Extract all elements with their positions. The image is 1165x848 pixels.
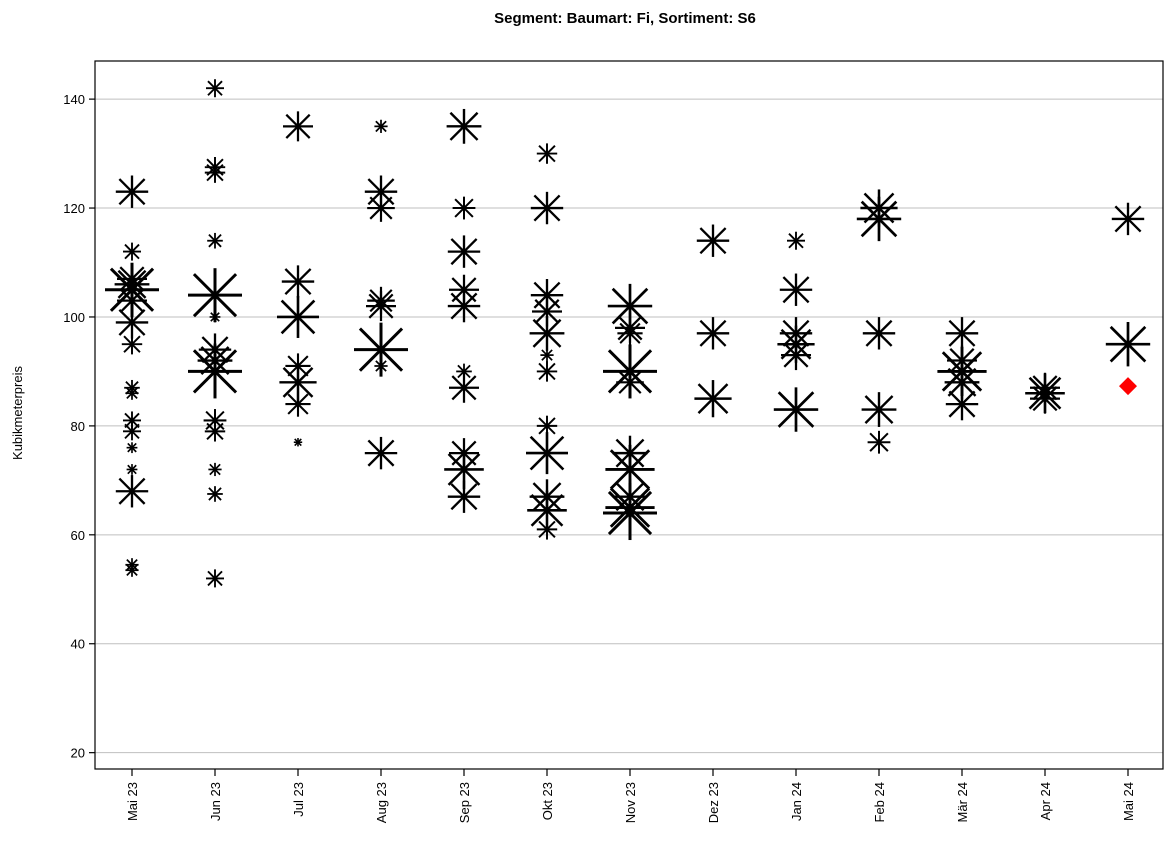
data-point [856,196,902,242]
data-point [207,232,223,249]
data-point [115,306,149,339]
data-point [449,372,479,403]
data-point [945,317,979,350]
data-point [529,315,565,351]
data-point [526,432,568,475]
x-tick-label: Aug 23 [374,782,389,823]
y-axis: 20 40 60 80 100 120 140 [63,92,95,761]
data-point [694,380,732,418]
data-point [209,311,221,323]
plot-frame [94,60,1164,770]
data-point [617,320,643,346]
data-point [603,486,657,541]
gridlines [95,98,1163,754]
data-point [862,317,896,350]
data-point [204,421,226,442]
x-tick-label: Apr 24 [1038,782,1053,820]
data-point [293,438,303,447]
data-point [452,196,476,220]
data-point [277,295,319,338]
x-tick-label: Jul 23 [291,782,306,817]
data-point [117,285,147,316]
x-tick-label: Dez 23 [706,782,721,823]
data-point [945,387,979,421]
data-point [447,480,481,513]
data-point [208,462,222,477]
data-points [105,79,1151,588]
data-point [1030,383,1060,414]
data-point [1111,202,1145,236]
x-tick-label: Feb 24 [872,782,887,822]
y-tick-label: 40 [71,637,85,652]
data-point [123,422,141,441]
x-tick-label: Mai 23 [125,782,140,821]
data-point [773,387,819,432]
x-tick-label: Jun 23 [208,782,223,821]
data-point [283,111,313,142]
data-point [125,386,139,400]
data-point [696,224,730,257]
x-tick-label: Mai 24 [1121,782,1136,821]
data-point [367,194,395,222]
data-point [126,442,138,454]
data-point [781,340,811,371]
data-point [366,291,396,322]
data-point [444,449,484,490]
y-axis-title: Kubikmeterpreis [10,366,25,460]
x-tick-label: Jan 24 [789,782,804,821]
data-point [616,368,644,397]
data-point [364,436,398,470]
data-point [1105,322,1151,367]
data-point [374,119,388,133]
data-point [115,175,149,208]
data-point [861,392,897,427]
data-point [204,162,226,183]
data-point [125,563,139,577]
data-point [206,79,224,98]
x-axis: Mai 23 Jun 23 Jul 23 Aug 23 Sep 23 Okt 23 Nov … [125,769,1136,823]
y-tick-label: 140 [63,92,85,107]
data-point [121,334,143,355]
x-tick-label: Okt 23 [540,782,555,820]
data-point [374,359,388,373]
data-point [779,273,813,306]
x-tick-label: Nov 23 [623,782,638,823]
data-point [536,519,558,540]
data-point [447,289,481,323]
data-point [115,475,149,508]
y-tick-label: 120 [63,201,85,216]
data-point [530,191,564,225]
data-point [787,231,805,250]
data-point [536,143,558,164]
data-point [123,242,141,261]
data-point [540,348,554,362]
data-point [206,569,224,588]
data-point [126,464,138,475]
data-point [188,344,242,399]
data-point [281,265,315,298]
data-point [446,108,482,144]
y-tick-label: 20 [71,746,85,761]
data-point [696,317,730,350]
data-point [536,361,558,382]
y-tick-label: 100 [63,310,85,325]
y-tick-label: 80 [71,419,85,434]
data-point [207,486,223,502]
data-point [867,430,891,454]
x-tick-label: Mär 24 [955,782,970,822]
chart-title: Segment: Baumart: Fi, Sortiment: S6 [494,10,756,27]
data-point [285,391,311,417]
highlight-point [1119,377,1137,396]
x-tick-label: Sep 23 [457,782,472,823]
y-tick-label: 60 [71,528,85,543]
data-point [447,235,481,268]
